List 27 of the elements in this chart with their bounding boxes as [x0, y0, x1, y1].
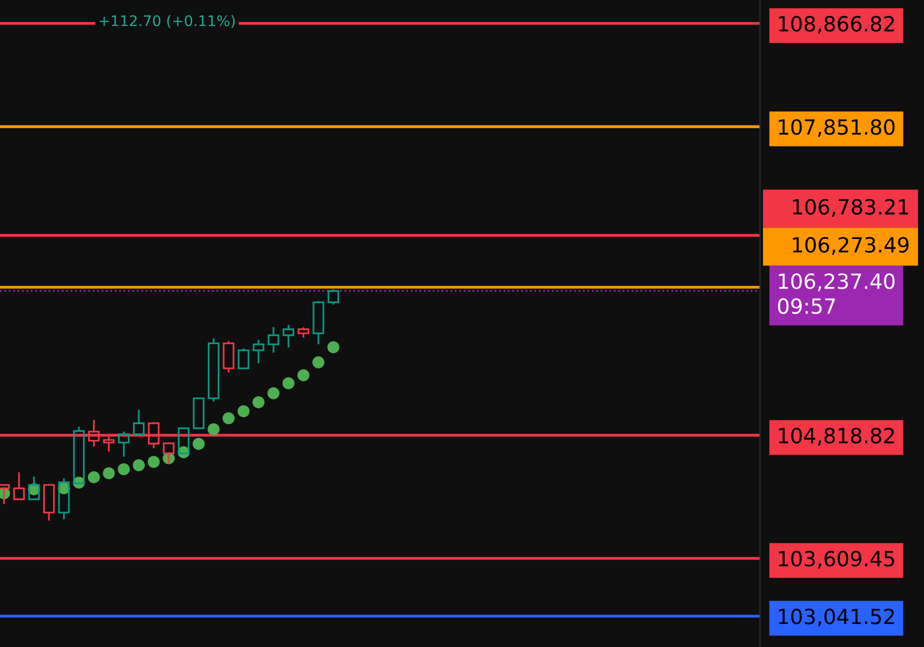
y-tick-label: 103,041.52: [778, 608, 894, 626]
candlestick: [282, 324, 294, 348]
point: [118, 463, 130, 476]
annotation: +112.70 (+0.11%): [100, 14, 235, 28]
ref-line-label: 106,783.21: [793, 198, 908, 217]
y-tick-label: 106,237.40 09:57: [778, 273, 895, 314]
y-tick-label: 104,818.82: [778, 428, 894, 446]
point: [222, 412, 235, 424]
candlestick: [252, 339, 264, 364]
point: [267, 387, 280, 400]
point: [312, 356, 324, 368]
point: [282, 377, 294, 390]
point: [192, 438, 205, 450]
point: [148, 456, 160, 468]
y-tick-label: 103,609.45: [778, 550, 894, 569]
point: [208, 423, 220, 436]
ref-line-label: 106,273.49: [793, 236, 909, 255]
point: [252, 396, 265, 408]
y-tick-label: 107,851.80: [778, 119, 895, 138]
point: [327, 341, 340, 354]
point: [132, 459, 145, 472]
point: [297, 369, 310, 382]
point: [238, 405, 250, 418]
point: [102, 467, 115, 480]
candlestick: [268, 326, 280, 354]
y-tick-label: 108,866.82: [778, 16, 894, 34]
point: [88, 471, 100, 484]
